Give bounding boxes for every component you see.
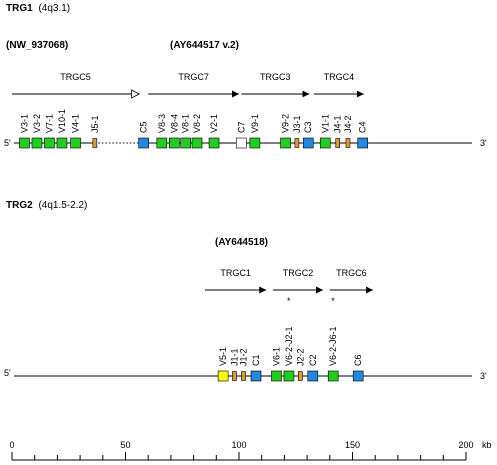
locus1-gene-label-v3-1: V3-1 — [19, 114, 29, 133]
locus1-gene-j3-1 — [294, 138, 300, 148]
locus1-gene-j5-1 — [92, 138, 98, 148]
locus1-cluster-label-trgc7: TRGC7 — [178, 72, 209, 82]
locus2-gene-v5-1 — [217, 370, 229, 382]
locus1-gene-v8-4 — [169, 137, 180, 149]
locus1-gene-label-v9-1: V9-1 — [250, 114, 260, 133]
locus1-contig-right: (AY644517 v.2) — [170, 40, 239, 51]
locus1-gene-label-c5: C5 — [139, 121, 149, 133]
scale-tick-label-200: 200 — [458, 440, 473, 450]
locus2-gene-v6-1 — [271, 370, 282, 382]
locus2-gene-c1 — [250, 370, 262, 382]
locus2-gene-j1-2 — [241, 371, 246, 381]
locus1-3prime-label: 3' — [480, 138, 487, 148]
locus2-name: TRG2 — [6, 200, 33, 211]
locus1-gene-label-c7: C7 — [236, 121, 246, 133]
locus1-gene-c3 — [302, 137, 314, 149]
locus1-gene-label-v8-4: V8-4 — [169, 114, 179, 133]
locus1-gene-label-j4-1: J4-1 — [333, 115, 343, 133]
locus2-gene-j1-1 — [232, 371, 237, 381]
locus1-gene-label-v2-1: V2-1 — [209, 114, 219, 133]
locus2-cluster-label-trgc2: TRGC2 — [283, 268, 314, 278]
locus1-gene-v3-1 — [19, 137, 30, 149]
locus1-gene-v8-1 — [180, 137, 191, 149]
locus1-gene-v7-1 — [44, 137, 55, 149]
locus2-gene-j2-2 — [297, 371, 303, 381]
locus2-header: TRG2 (4q1.5-2.2) — [6, 200, 87, 211]
locus1-genes: V3-1 V3-2 V7-1 V10-1 V4-1 J5-1 C5 V8-3 V8-4 V8-1 V… — [19, 109, 369, 149]
locus2-gene-label-v6-2-j6-1: V6-2-J6-1 — [328, 326, 338, 366]
locus1-cluster-label-trgc3: TRGC3 — [260, 72, 291, 82]
locus2-gene-label-v6-2-j2-1: V6-2-J2-1 — [284, 326, 294, 366]
locus2-gene-label-j1-2: J1-2 — [239, 348, 249, 366]
locus1-5prime-label: 5' — [4, 138, 11, 148]
locus2-contig: (AY644518) — [215, 237, 268, 248]
locus1-gene-label-v3-2: V3-2 — [32, 114, 42, 133]
locus2-gene-label-c6: C6 — [353, 354, 363, 366]
scale-unit-label: kb — [482, 440, 492, 450]
locus2-gene-label-j2-2: J2-2 — [295, 348, 305, 366]
locus1-gene-label-v9-2: V9-2 — [281, 114, 291, 133]
locus1-gene-label-v8-2: V8-2 — [192, 114, 202, 133]
locus1-gene-label-c4: C4 — [358, 121, 368, 133]
locus1-gene-j4-1 — [335, 138, 341, 148]
locus2-gene-label-v5-1: V5-1 — [218, 347, 228, 366]
locus1-header: TRG1 (4q3.1) — [6, 3, 70, 14]
locus1-gene-label-v7-1: V7-1 — [44, 114, 54, 133]
locus1-gene-v9-1 — [249, 137, 261, 149]
locus1-cluster-label-trgc4: TRGC4 — [324, 72, 355, 82]
locus1-gene-v8-2 — [191, 137, 203, 149]
locus1-gene-label-v4-1: V4-1 — [71, 114, 81, 133]
locus2-genes: V5-1 J1-1 J1-2 C1 V6-1 V6-2-J2-1 * J2-2 C2 V6-2-J… — [217, 296, 364, 382]
locus1-gene-v9-2 — [280, 137, 291, 149]
locus1-gene-c4 — [357, 137, 369, 149]
locus1-clusters: TRGC5 TRGC7 TRGC3 TRGC4 — [12, 72, 364, 94]
scale-tick-label-50: 50 — [120, 440, 130, 450]
locus1-name: TRG1 — [6, 3, 33, 14]
locus2-gene-mark-v6-2-j6-1: * — [331, 296, 335, 306]
locus1-gene-label-v1-1: V1-1 — [320, 114, 330, 133]
locus2-location: (4q1.5-2.2) — [38, 200, 87, 211]
scale-tick-label-150: 150 — [345, 440, 360, 450]
locus2-gene-v6-2-j2-1 — [283, 370, 295, 382]
locus1-gene-c7 — [235, 137, 247, 149]
locus2-gene-v6-2-j6-1 — [327, 370, 339, 382]
locus1-gene-v1-1 — [319, 137, 331, 149]
locus1-location: (4q3.1) — [38, 3, 70, 14]
locus1-gene-v3-2 — [31, 137, 43, 149]
locus2-cluster-label-trgc6: TRGC6 — [336, 268, 367, 278]
locus2-gene-label-j1-1: J1-1 — [229, 348, 239, 366]
locus1-gene-label-j4-2: J4-2 — [343, 115, 353, 133]
locus2-cluster-label-trgc1: TRGC1 — [220, 268, 251, 278]
scale-tick-label-0: 0 — [9, 440, 14, 450]
locus1-gene-c5 — [138, 137, 149, 149]
locus1-gene-j4-2 — [345, 138, 351, 148]
locus1-gene-label-v8-3: V8-3 — [157, 114, 167, 133]
locus1-gene-label-c3: C3 — [303, 121, 313, 133]
locus2-gene-label-c1: C1 — [251, 354, 261, 366]
locus2-gene-c2 — [307, 370, 319, 382]
locus1-gene-v4-1 — [70, 137, 81, 149]
locus2-gene-label-c2: C2 — [308, 354, 318, 366]
locus1-gene-label-v8-1: V8-1 — [181, 114, 191, 133]
scale-tick-label-100: 100 — [231, 440, 246, 450]
locus1-gene-label-j3-1: J3-1 — [292, 115, 302, 133]
locus1-cluster-label-trgc5: TRGC5 — [60, 72, 91, 82]
locus2-gene-label-v6-1: V6-1 — [271, 347, 281, 366]
locus1-contig-left: (NW_937068) — [6, 40, 68, 51]
locus2-gene-mark-v6-2-j2-1: * — [287, 296, 291, 306]
locus2-gene-c6 — [352, 370, 364, 382]
locus2-5prime-label: 5' — [4, 368, 11, 378]
locus1-gene-v2-1 — [208, 137, 220, 149]
locus1-gene-label-j5-1: J5-1 — [90, 115, 100, 133]
locus2-clusters: TRGC1 TRGC2 TRGC6 — [204, 268, 373, 294]
locus1-gene-v8-3 — [156, 137, 168, 149]
locus1-gene-label-v10-1: V10-1 — [57, 109, 67, 133]
locus2-3prime-label: 3' — [480, 371, 487, 381]
locus1-gene-v10-1 — [56, 137, 68, 149]
scale-bar: 0 50 100 150 200 — [9, 440, 474, 461]
